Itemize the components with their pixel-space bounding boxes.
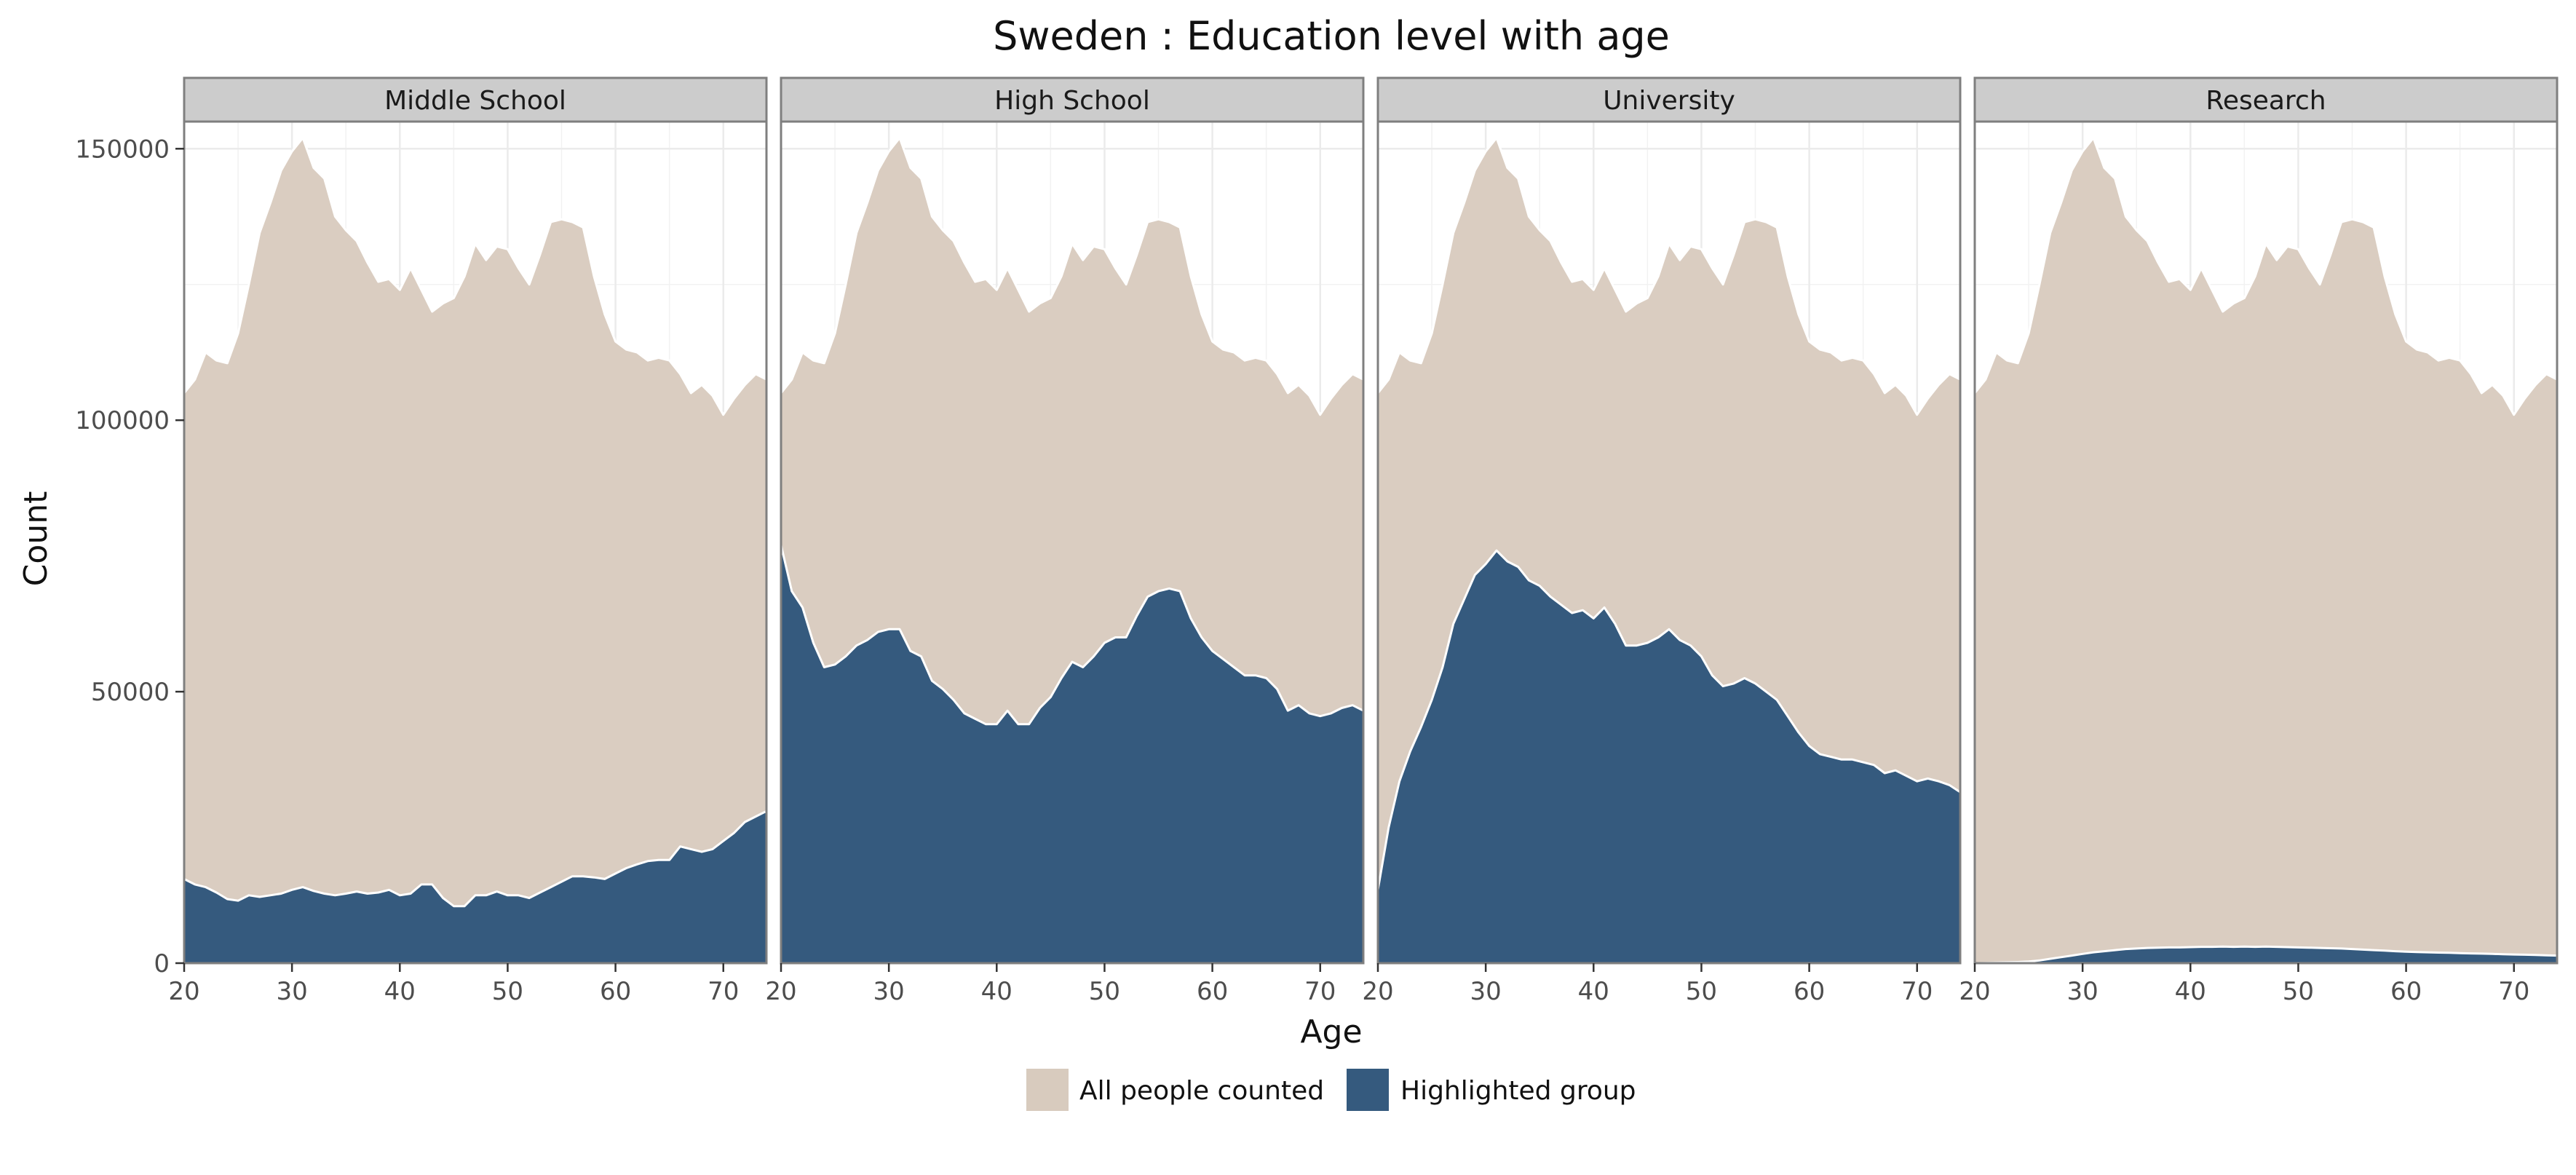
legend-label-highlight: Highlighted group — [1400, 1076, 1636, 1106]
area-highlighted-group — [780, 544, 1365, 965]
y-tick-label: 150000 — [75, 135, 170, 164]
facet-panel-2: University 20 30 40 50 60 70 — [1362, 76, 1962, 1006]
facet-strip — [1376, 76, 1962, 123]
facet-panel-3: Research 20 30 40 50 60 70 — [1959, 76, 2559, 1006]
area-all-people — [1973, 136, 2559, 965]
y-axis-title: Count — [17, 491, 55, 587]
chart-title: Sweden : Education level with age — [993, 13, 1670, 59]
facet-strip-label: Middle School — [384, 86, 566, 116]
x-tick-label: 60 — [1197, 977, 1228, 1006]
legend-swatch-highlight — [1347, 1069, 1389, 1111]
facet-strip-label: Research — [2206, 86, 2326, 116]
x-tick-label: 70 — [1304, 977, 1336, 1006]
facet-panels: Middle School 20 30 40 50 60 70 High School 20 30… — [168, 76, 2559, 1006]
x-axis-title: Age — [1300, 1013, 1362, 1051]
x-tick-label: 20 — [1362, 977, 1393, 1006]
x-tick-label: 70 — [2498, 977, 2529, 1006]
y-tick-label: 0 — [154, 949, 170, 978]
x-tick-label: 50 — [1089, 977, 1120, 1006]
facet-strip — [1973, 76, 2559, 123]
x-tick-label: 50 — [1686, 977, 1717, 1006]
area-highlighted-group — [1973, 945, 2559, 965]
x-tick-label: 20 — [168, 977, 199, 1006]
facet-strip — [183, 76, 768, 123]
x-tick-label: 30 — [1470, 977, 1502, 1006]
x-tick-label: 40 — [981, 977, 1012, 1006]
x-tick-label: 40 — [1578, 977, 1609, 1006]
facet-strip-label: University — [1603, 86, 1735, 116]
area-all-people — [183, 136, 768, 965]
x-tick-label: 60 — [1794, 977, 1825, 1006]
y-tick-label: 50000 — [91, 678, 170, 707]
legend-label-all: All people counted — [1079, 1076, 1324, 1106]
x-tick-label: 50 — [492, 977, 523, 1006]
x-tick-label: 70 — [1901, 977, 1933, 1006]
y-axis: 0 50000 100000 150000 — [75, 135, 184, 978]
x-tick-label: 30 — [2067, 977, 2099, 1006]
x-tick-label: 50 — [2283, 977, 2314, 1006]
facet-panel-1: High School 20 30 40 50 60 70 — [765, 76, 1365, 1006]
x-tick-label: 30 — [873, 977, 905, 1006]
area-highlighted-group — [183, 810, 768, 965]
facet-strip — [780, 76, 1365, 123]
facet-strip-label: High School — [994, 86, 1150, 116]
y-tick-label: 100000 — [75, 406, 170, 435]
legend: All people counted Highlighted group — [1026, 1069, 1636, 1111]
facet-panel-0: Middle School 20 30 40 50 60 70 — [168, 76, 768, 1006]
x-tick-label: 70 — [708, 977, 739, 1006]
x-tick-label: 20 — [1959, 977, 1990, 1006]
x-tick-label: 30 — [277, 977, 308, 1006]
x-tick-label: 40 — [2175, 977, 2206, 1006]
x-tick-label: 60 — [600, 977, 631, 1006]
x-tick-label: 60 — [2390, 977, 2422, 1006]
x-tick-label: 40 — [384, 977, 416, 1006]
x-tick-label: 20 — [765, 977, 796, 1006]
legend-swatch-all — [1026, 1069, 1069, 1111]
area-highlighted-group — [1376, 549, 1962, 965]
